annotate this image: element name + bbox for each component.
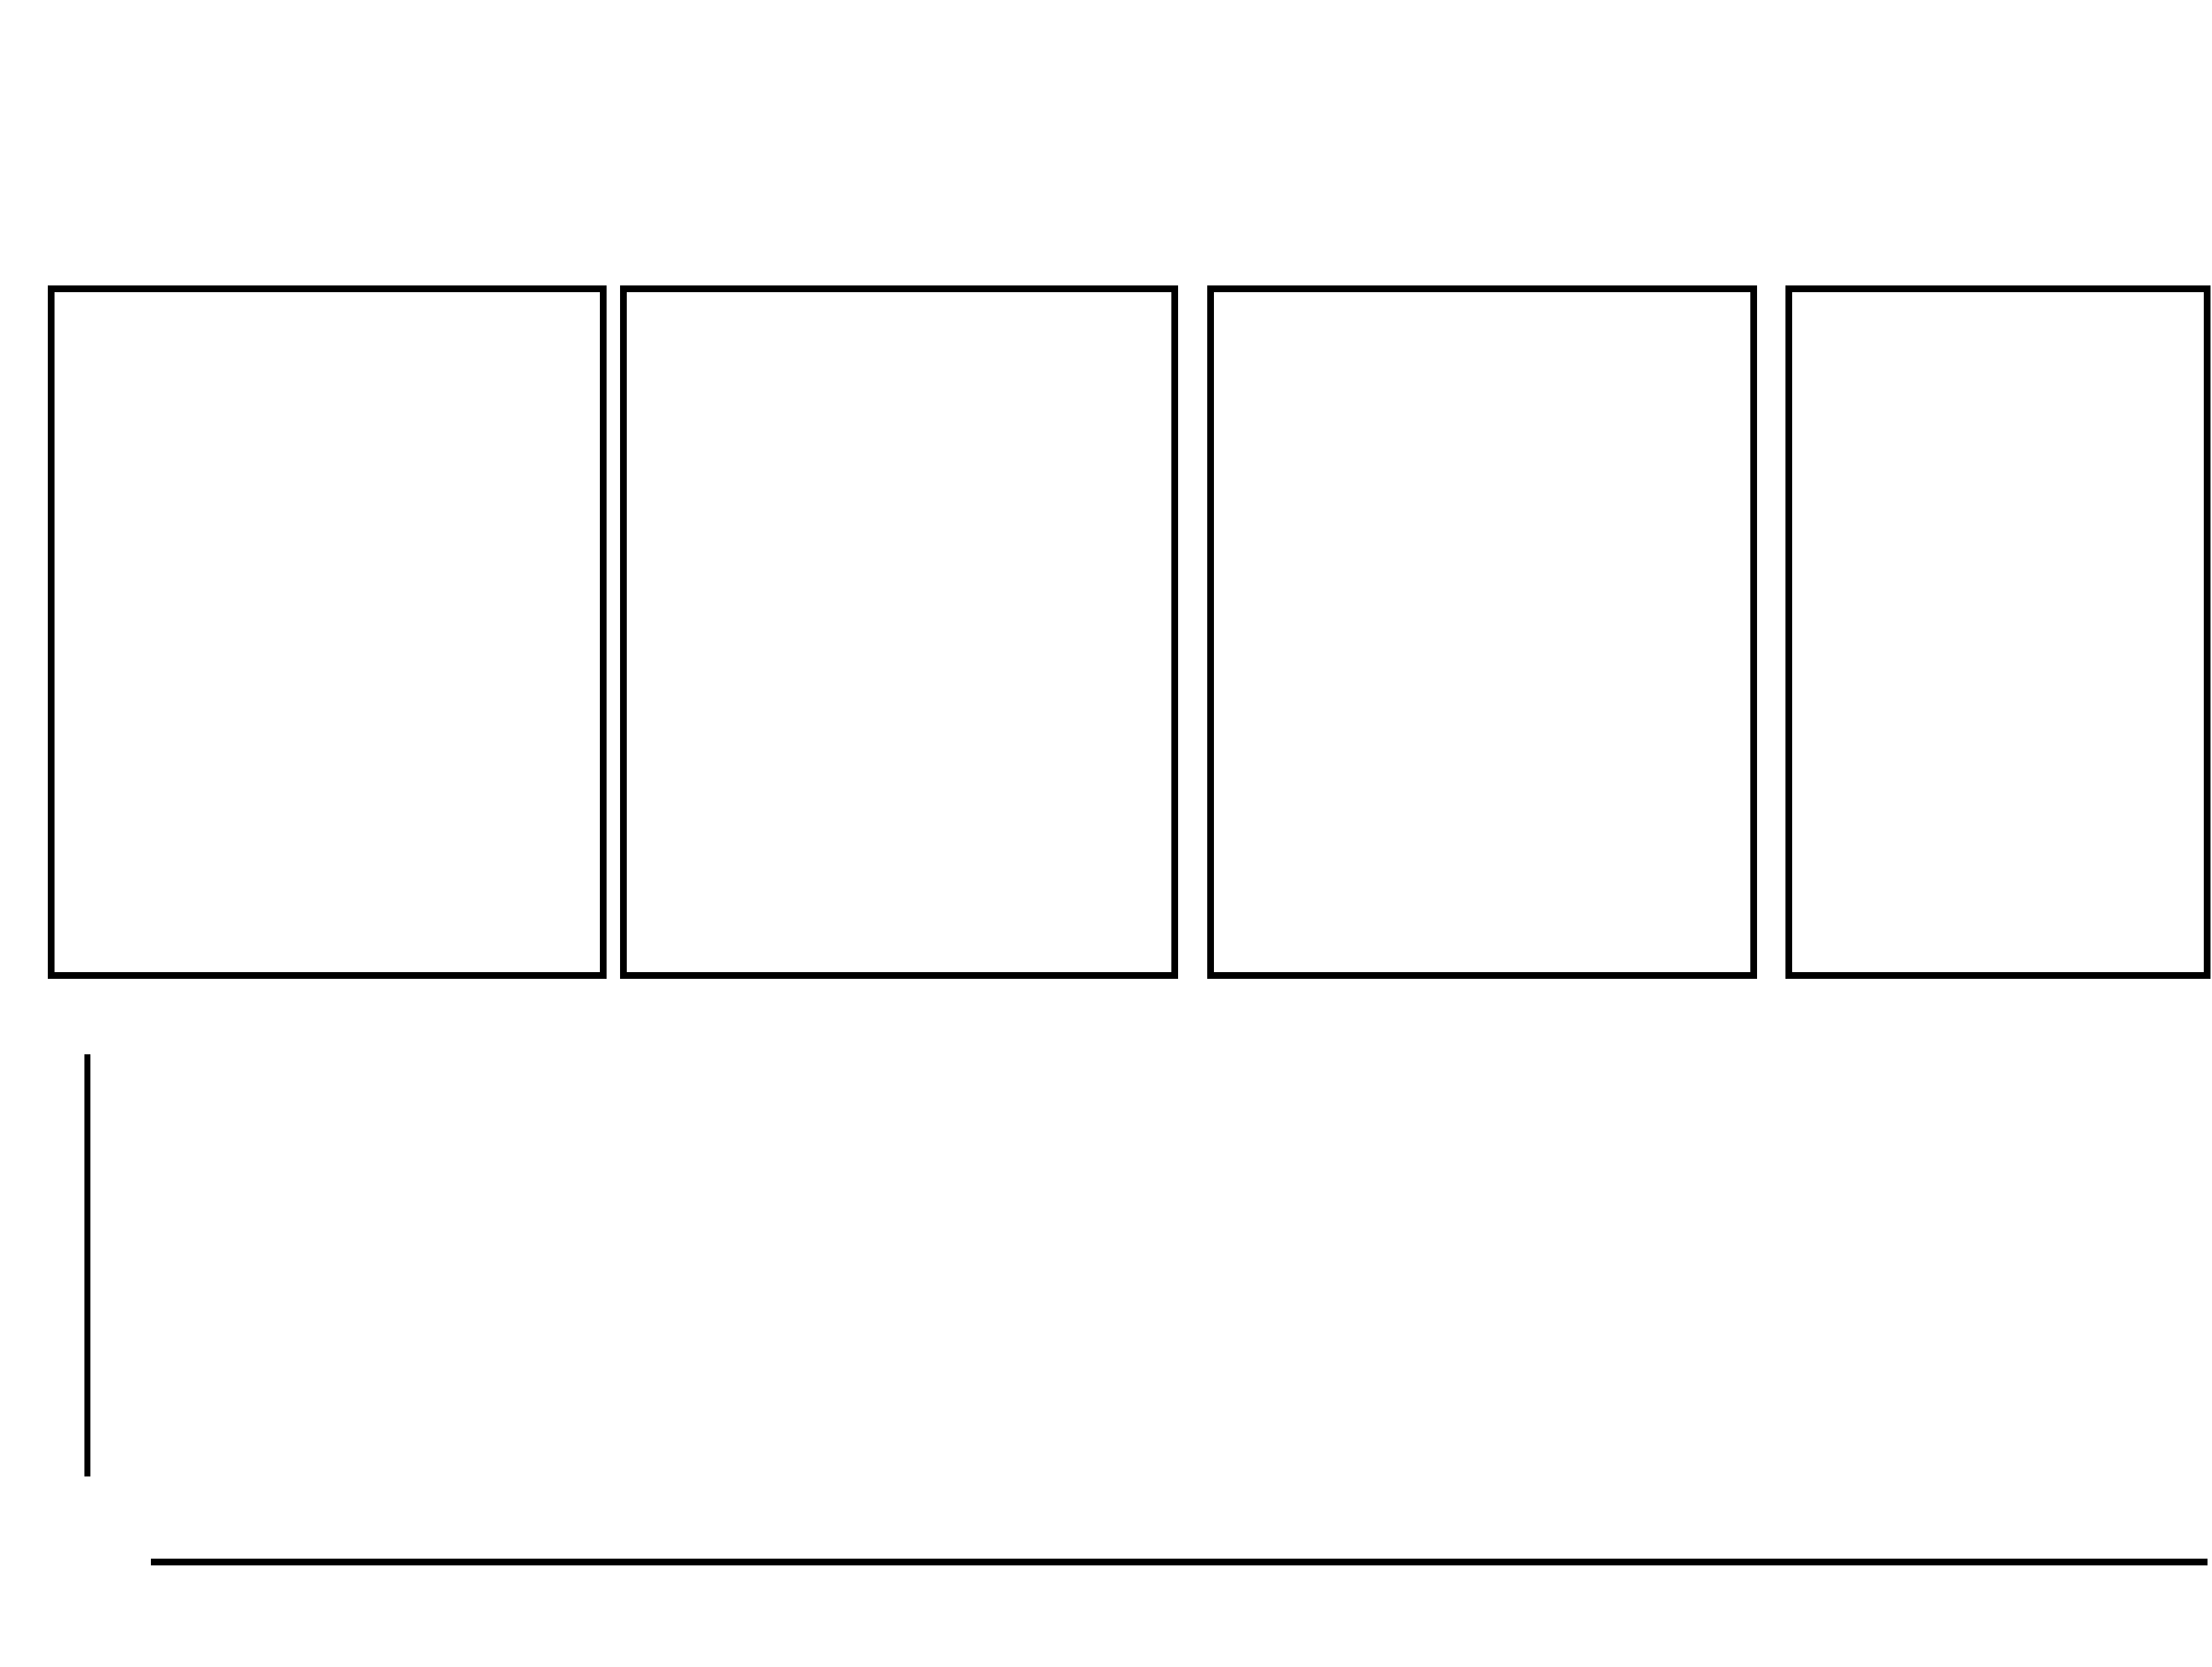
scatter-plot-4 <box>1678 989 2212 1545</box>
scatter-plot-3 <box>1138 989 1676 1545</box>
tubule-panel-2 <box>620 285 1178 979</box>
sertoli-cell-icon <box>278 78 499 241</box>
y-axis-bracket-line <box>84 1054 90 1476</box>
tubule-diagram-2 <box>627 292 1171 972</box>
tubule-panel-4 <box>1785 285 2211 979</box>
tubule-panel-1 <box>48 285 607 979</box>
genotype-swatch-het <box>1588 196 1703 227</box>
genotype-swatch-ko <box>1930 196 2045 227</box>
scatter-plot-2 <box>604 989 1142 1545</box>
tubule-diagram-3 <box>1214 292 1750 972</box>
scatter-plot-1 <box>84 989 622 1545</box>
tubule-diagram-4 <box>1792 292 2204 972</box>
tubule-panel-3 <box>1207 285 1757 979</box>
primary-spermatocyte-icon <box>811 134 904 223</box>
tubule-diagram-1 <box>55 292 600 972</box>
genotype-swatch-wt <box>1236 196 1351 227</box>
x-axis-bracket-line <box>151 1559 2208 1565</box>
